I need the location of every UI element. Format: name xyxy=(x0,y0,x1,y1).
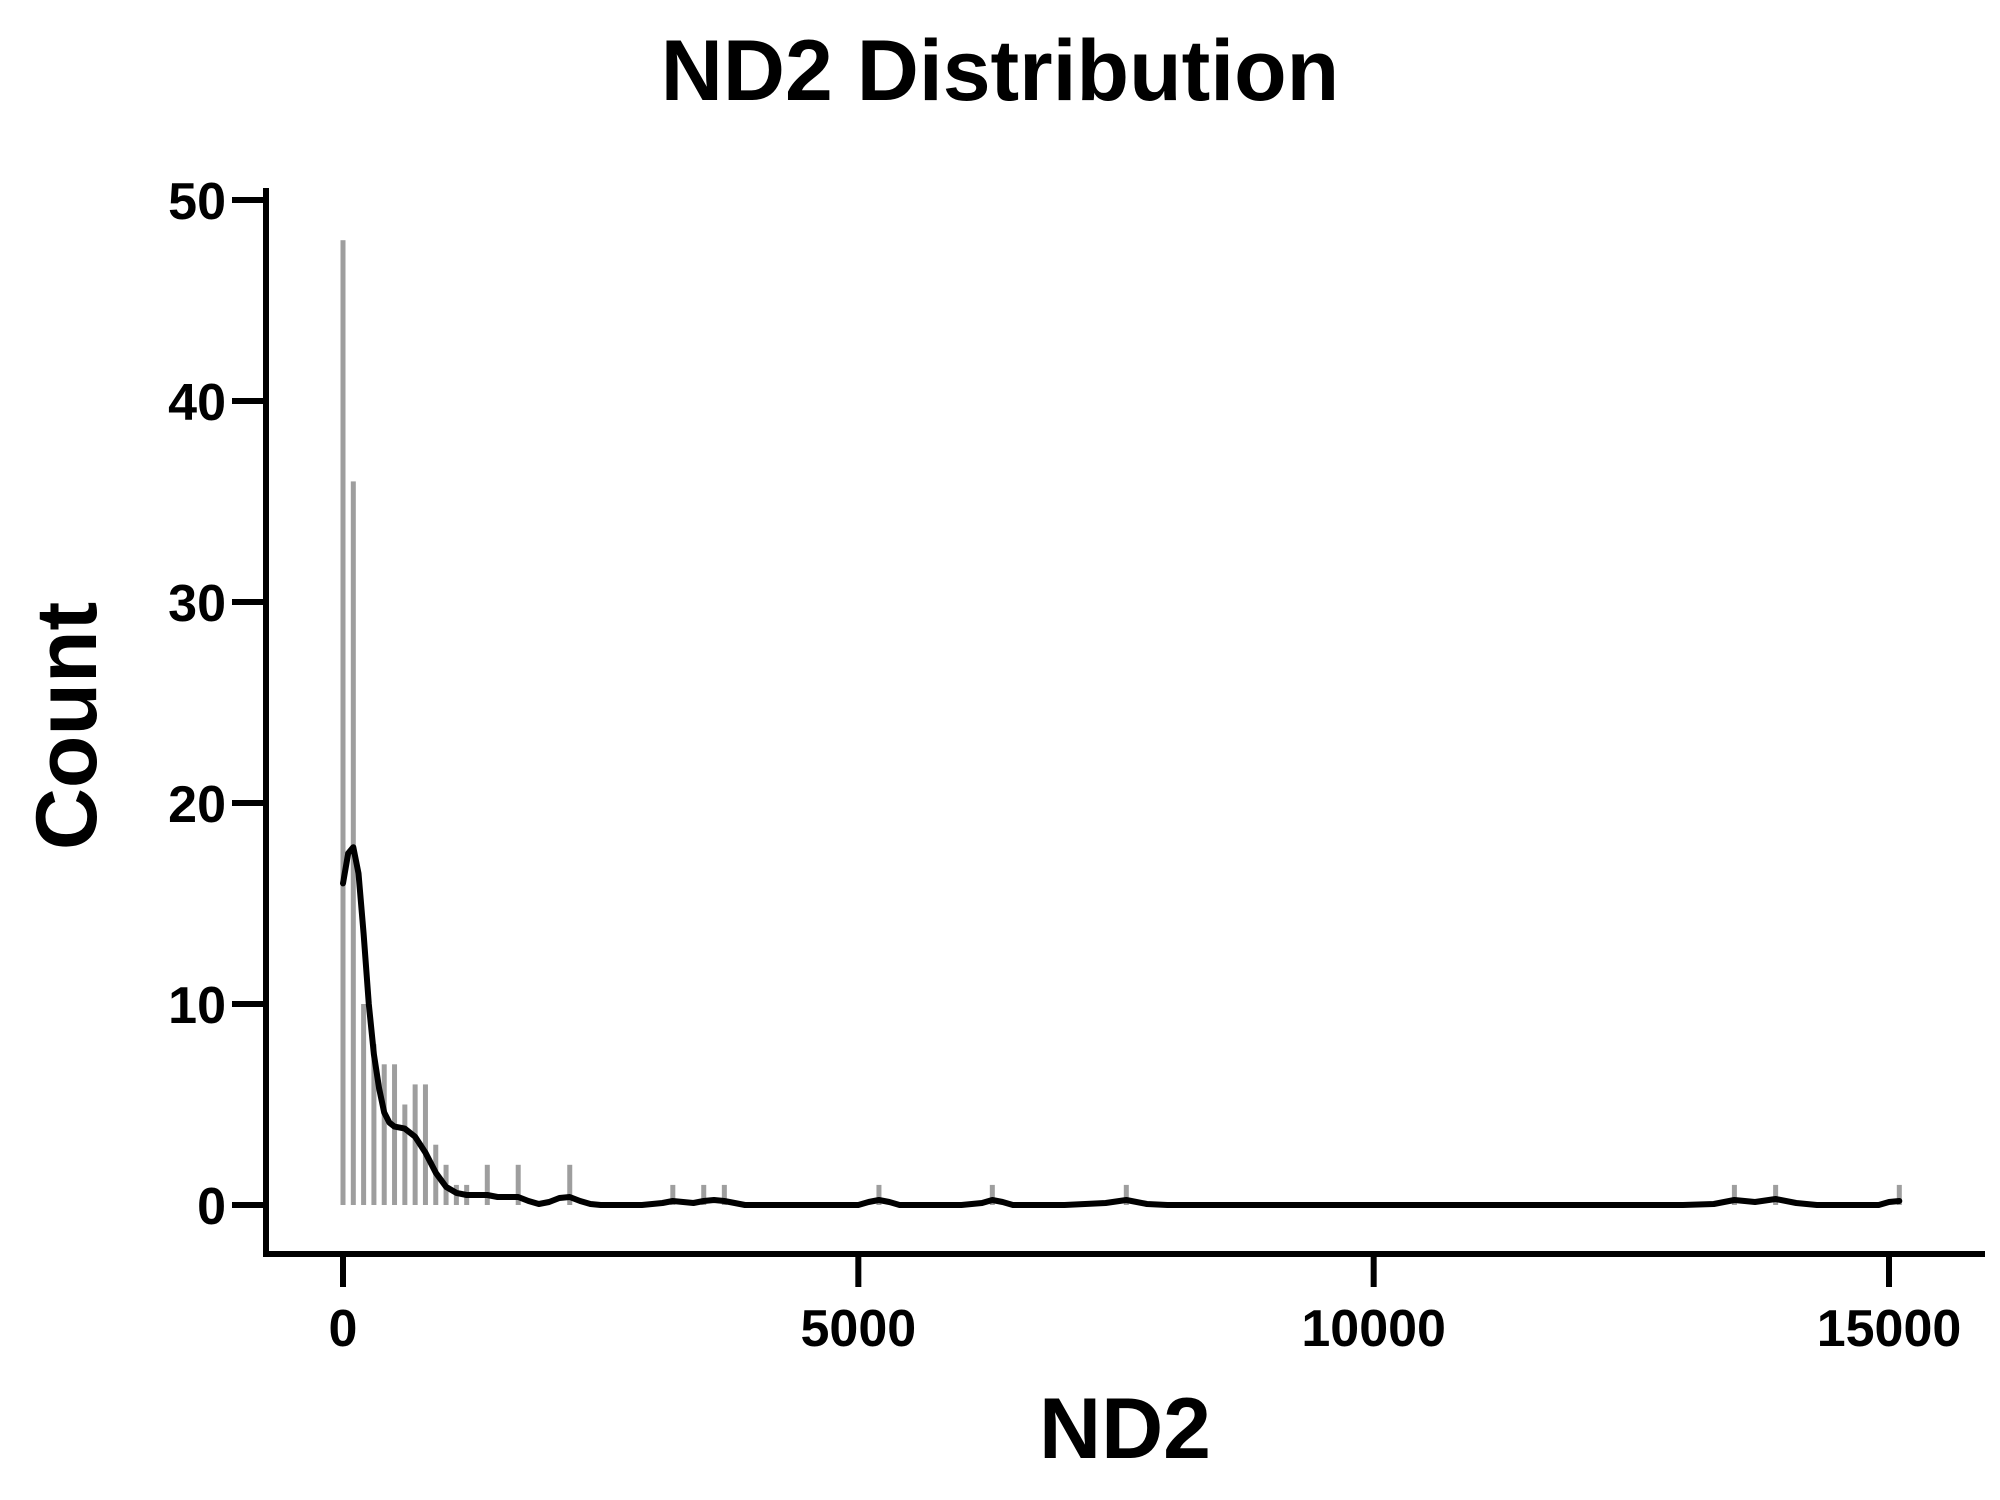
histogram-bar xyxy=(721,1184,727,1205)
y-tick-label: 20 xyxy=(168,776,226,834)
histogram-bar xyxy=(422,1084,428,1205)
histogram-bars xyxy=(340,240,1902,1205)
y-tick-label: 50 xyxy=(168,173,226,231)
chart-title: ND2 Distribution xyxy=(661,23,1339,119)
x-axis-ticks: 0 5000 10000 15000 xyxy=(329,1254,1962,1358)
histogram-bar xyxy=(402,1104,408,1205)
histogram-bar xyxy=(381,1064,387,1205)
x-tick-label: 0 xyxy=(329,1300,358,1358)
y-tick-label: 0 xyxy=(197,1178,226,1236)
histogram-bar xyxy=(484,1164,490,1205)
histogram-bar xyxy=(876,1184,882,1205)
histogram-bar xyxy=(1896,1184,1902,1205)
histogram-bar xyxy=(340,240,346,1205)
histogram-bar xyxy=(1773,1184,1779,1205)
histogram-bar xyxy=(1731,1184,1737,1205)
histogram-bar xyxy=(350,481,356,1205)
histogram-bar xyxy=(412,1084,418,1205)
histogram-bar xyxy=(1123,1184,1129,1205)
histogram-bar xyxy=(670,1184,676,1205)
x-tick-label: 5000 xyxy=(800,1300,916,1358)
histogram-bar xyxy=(515,1164,521,1205)
y-tick-label: 30 xyxy=(168,575,226,633)
y-axis-ticks: 0 10 20 30 40 50 xyxy=(168,173,266,1236)
histogram-bar xyxy=(392,1064,398,1205)
x-axis-title: ND2 xyxy=(1039,1381,1211,1477)
y-axis-title: Count xyxy=(19,602,115,850)
histogram-bar xyxy=(701,1184,707,1205)
histogram-bar xyxy=(371,1044,377,1205)
y-tick-label: 10 xyxy=(168,977,226,1035)
histogram-bar xyxy=(567,1164,573,1205)
histogram-bar xyxy=(989,1184,995,1205)
y-tick-label: 40 xyxy=(168,374,226,432)
x-tick-label: 10000 xyxy=(1301,1300,1446,1358)
density-curve xyxy=(340,844,1903,1208)
x-tick-label: 15000 xyxy=(1817,1300,1962,1358)
histogram-bar xyxy=(361,1004,367,1205)
